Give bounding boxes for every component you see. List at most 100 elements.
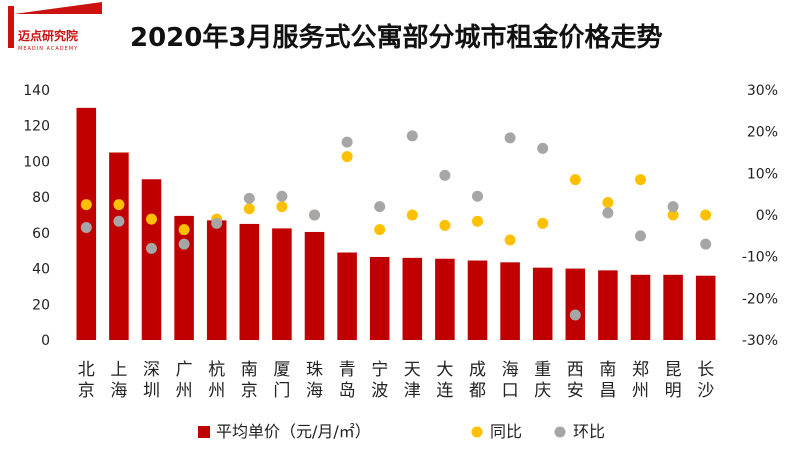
y-left-tick-label: 20 bbox=[32, 297, 50, 313]
category-label: 厦门 bbox=[273, 360, 290, 401]
mom-point bbox=[569, 309, 581, 321]
yoy-point bbox=[113, 199, 125, 211]
mom-point bbox=[113, 215, 125, 227]
mom-point bbox=[504, 132, 516, 144]
bar bbox=[695, 275, 716, 340]
mom-point bbox=[439, 169, 451, 181]
mom-point bbox=[406, 130, 418, 142]
logo-flag-icon bbox=[14, 2, 102, 14]
yoy-point bbox=[472, 215, 483, 227]
bar bbox=[663, 274, 683, 340]
bar bbox=[532, 267, 553, 340]
bar bbox=[337, 252, 357, 340]
legend-bar-swatch bbox=[198, 426, 210, 438]
y-left-tick-label: 80 bbox=[32, 190, 50, 206]
bar bbox=[369, 256, 390, 340]
category-label: 杭州 bbox=[208, 360, 225, 401]
yoy-point bbox=[374, 224, 386, 236]
y-right-tick-label: -30% bbox=[742, 333, 778, 349]
y-right-tick-label: 0% bbox=[756, 208, 778, 224]
bar bbox=[272, 228, 292, 340]
mom-point bbox=[341, 136, 353, 148]
legend-yoy-label: 同比 bbox=[490, 422, 522, 441]
yoy-point bbox=[243, 203, 255, 215]
bar bbox=[109, 152, 129, 340]
mom-point bbox=[635, 230, 646, 242]
category-label: 大连 bbox=[436, 360, 453, 401]
mom-series bbox=[80, 130, 712, 321]
yoy-point bbox=[276, 201, 288, 213]
yoy-point bbox=[439, 219, 451, 231]
yoy-point bbox=[80, 199, 92, 211]
logo-bar-icon bbox=[8, 6, 14, 48]
bar bbox=[598, 270, 618, 340]
y-right-tick-label: 30% bbox=[747, 83, 778, 99]
y-right-tick-label: 20% bbox=[747, 125, 778, 141]
mom-point bbox=[537, 142, 549, 154]
bar bbox=[500, 262, 520, 340]
y-right-tick-label: 10% bbox=[747, 166, 778, 182]
mom-point bbox=[309, 209, 320, 221]
bar-series bbox=[76, 107, 716, 340]
bar bbox=[467, 260, 488, 340]
yoy-point bbox=[178, 224, 190, 236]
mom-point bbox=[211, 217, 223, 229]
legend-mom-swatch bbox=[554, 426, 566, 438]
yoy-point bbox=[504, 234, 516, 246]
category-label: 海口 bbox=[502, 360, 519, 401]
category-label: 深圳 bbox=[143, 360, 160, 401]
mom-point bbox=[667, 201, 679, 213]
mom-point bbox=[80, 222, 92, 233]
category-label: 重庆 bbox=[534, 360, 551, 401]
mom-point bbox=[178, 238, 190, 250]
logo-subtitle: MEADIN ACADEMY bbox=[18, 46, 78, 52]
legend-yoy-swatch bbox=[471, 426, 483, 438]
category-label: 宁波 bbox=[371, 360, 388, 401]
mom-point bbox=[374, 201, 386, 213]
y-right-tick-label: -10% bbox=[742, 250, 778, 266]
yoy-point bbox=[602, 197, 614, 208]
yoy-point bbox=[667, 209, 679, 221]
yoy-point bbox=[569, 174, 581, 186]
bar bbox=[239, 223, 260, 340]
legend-mom-label: 环比 bbox=[573, 422, 605, 441]
mom-point bbox=[700, 238, 712, 250]
category-label: 长沙 bbox=[697, 360, 714, 401]
category-label: 珠海 bbox=[306, 360, 323, 401]
y-right-tick-label: -20% bbox=[742, 291, 778, 307]
category-label: 青岛 bbox=[339, 360, 356, 401]
category-label: 南京 bbox=[241, 360, 258, 401]
logo: 迈点研究院 MEADIN ACADEMY bbox=[8, 2, 102, 52]
yoy-point bbox=[341, 151, 353, 163]
category-label: 天津 bbox=[404, 360, 421, 401]
legend: 平均单价（元/月/㎡） 同比 环比 bbox=[198, 422, 605, 441]
category-label: 广州 bbox=[176, 360, 193, 401]
mom-point bbox=[472, 190, 483, 202]
category-label: 成都 bbox=[469, 360, 486, 401]
mom-point bbox=[243, 192, 255, 204]
chart-title: 2020年3月服务式公寓部分城市租金价格走势 bbox=[130, 22, 662, 53]
bar bbox=[206, 220, 227, 340]
y-left-tick-label: 60 bbox=[32, 226, 50, 242]
bar bbox=[565, 268, 586, 340]
y-left-tick-label: 40 bbox=[32, 262, 50, 278]
y-axis-right: -30% -20% -10% 0% 10% 20% 30% bbox=[742, 83, 778, 349]
category-label: 北京 bbox=[78, 360, 95, 401]
mom-point bbox=[276, 190, 288, 202]
bar bbox=[141, 179, 162, 340]
logo-name: 迈点研究院 bbox=[18, 28, 78, 43]
y-left-tick-label: 120 bbox=[23, 119, 50, 135]
bar bbox=[304, 231, 325, 340]
yoy-point bbox=[537, 217, 549, 229]
y-left-tick-label: 140 bbox=[23, 83, 50, 99]
bar bbox=[435, 258, 455, 340]
yoy-point bbox=[635, 174, 646, 186]
bar bbox=[402, 257, 423, 340]
y-left-tick-label: 0 bbox=[41, 333, 50, 349]
yoy-point bbox=[406, 209, 418, 221]
category-label: 郑州 bbox=[632, 360, 649, 401]
category-label: 昆明 bbox=[665, 360, 682, 401]
category-label: 西安 bbox=[567, 360, 584, 401]
y-left-tick-label: 100 bbox=[23, 154, 50, 170]
